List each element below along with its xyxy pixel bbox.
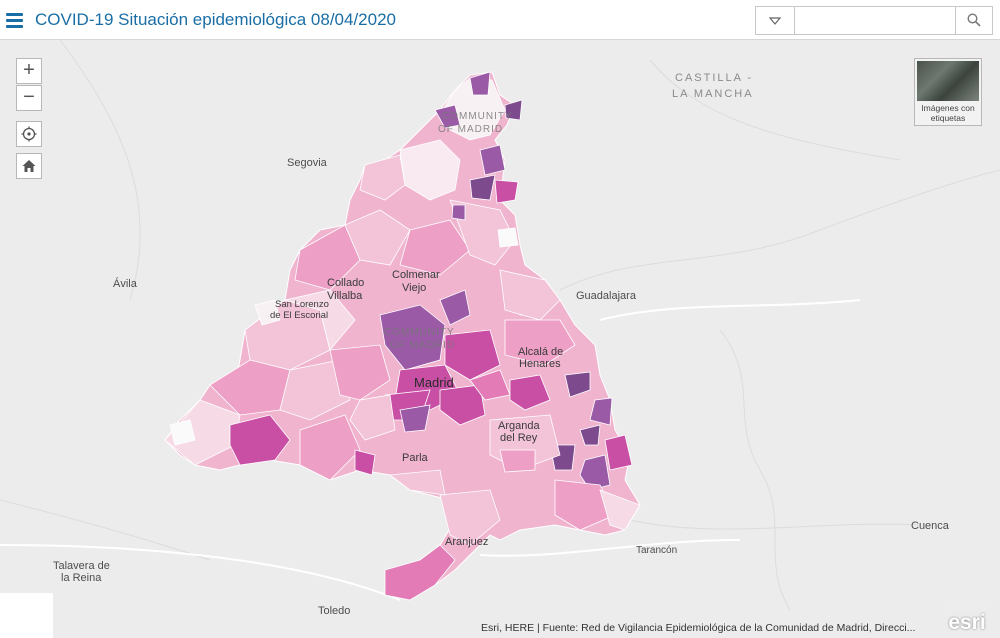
label-parla: Parla: [402, 452, 428, 464]
search-source-dropdown[interactable]: [756, 7, 795, 34]
label-arganda-2: del Rey: [500, 432, 538, 444]
label-castilla-2: LA MANCHA: [672, 88, 754, 100]
app-header: COVID-19 Situación epidemiológica 08/04/…: [0, 0, 1000, 40]
search-input[interactable]: [795, 7, 955, 34]
label-arganda-1: Arganda: [498, 420, 540, 432]
label-community-mid-1: COMMUNITY: [384, 327, 455, 338]
label-castilla-1: CASTILLA -: [675, 72, 754, 84]
search-button[interactable]: [955, 7, 992, 34]
map-attribution[interactable]: Esri, HERE | Fuente: Red de Vigilancia E…: [481, 622, 916, 634]
label-alcala-1: Alcalá de: [518, 346, 564, 358]
menu-icon[interactable]: [6, 11, 24, 29]
label-sanlorenzo-1: San Lorenzo: [275, 299, 329, 310]
label-talavera-2: la Reina: [61, 572, 102, 584]
label-cuenca: Cuenca: [911, 520, 949, 532]
basemap-toggle[interactable]: Imágenes con etiquetas: [914, 58, 982, 126]
locate-button[interactable]: [16, 121, 42, 147]
zoom-in-button[interactable]: +: [16, 58, 42, 84]
label-madrid: Madrid: [414, 375, 454, 390]
label-colmenar-2: Viejo: [402, 282, 427, 294]
map-canvas[interactable]: [0, 40, 1000, 638]
label-tarancon: Tarancón: [636, 545, 678, 556]
home-button[interactable]: [16, 153, 42, 179]
label-aranjuez: Aranjuez: [445, 536, 489, 548]
zoom-out-button[interactable]: −: [16, 85, 42, 111]
app-title: COVID-19 Situación epidemiológica 08/04/…: [35, 10, 397, 29]
locate-icon: [21, 126, 37, 142]
label-collado-2: Villalba: [327, 290, 363, 302]
esri-logo: POWERED BY esri: [944, 606, 990, 634]
label-colmenar-1: Colmenar: [392, 269, 440, 281]
label-toledo: Toledo: [318, 605, 351, 617]
blank-panel: [0, 593, 53, 638]
label-alcala-2: Henares: [519, 358, 561, 370]
basemap-thumbnail: [917, 61, 979, 101]
label-sanlorenzo-2: de El Escorial: [270, 310, 329, 321]
home-icon: [22, 160, 36, 172]
label-talavera-1: Talavera de: [53, 560, 110, 572]
label-community-top-2: OF MADRID: [438, 124, 504, 135]
search-widget: [755, 6, 993, 35]
label-collado-1: Collado: [327, 277, 365, 289]
chevron-down-icon: [769, 17, 781, 25]
label-guadalajara: Guadalajara: [576, 290, 636, 302]
label-community-top-1: COMMUNITY: [442, 111, 513, 122]
label-community-mid-2: OF MADRID: [390, 340, 456, 351]
basemap-label: Imágenes con etiquetas: [921, 103, 975, 123]
label-segovia: Segovia: [287, 157, 327, 169]
label-avila: Ávila: [113, 278, 137, 290]
search-icon: [967, 13, 981, 27]
